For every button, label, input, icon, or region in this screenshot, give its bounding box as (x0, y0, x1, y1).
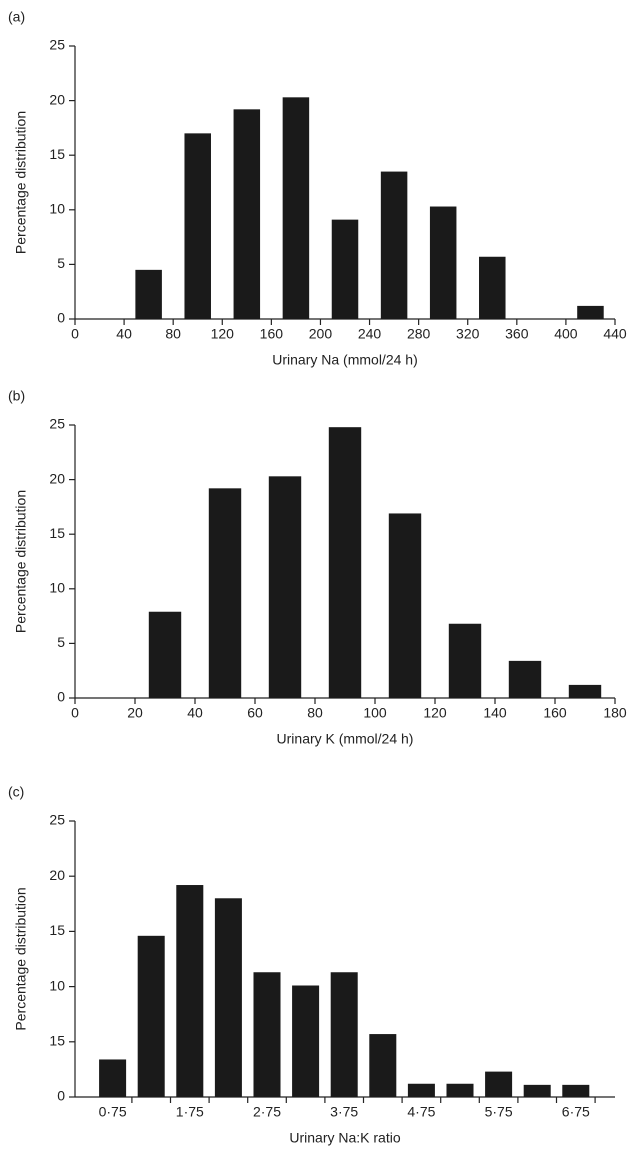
bar (380, 171, 408, 319)
x-axis-label: Urinary Na:K ratio (289, 1130, 400, 1146)
x-tick-label: 400 (554, 326, 578, 342)
panel-label: (a) (8, 9, 25, 25)
x-tick-label: 200 (309, 326, 333, 342)
bar (233, 109, 261, 319)
y-tick-label: 20 (49, 470, 65, 486)
y-tick-label: 10 (49, 201, 65, 217)
bar (479, 256, 506, 319)
y-tick-label: 0 (57, 1088, 65, 1104)
bar (429, 206, 457, 319)
y-tick-label: 20 (49, 91, 65, 107)
y-tick-label: 25 (49, 37, 65, 53)
bar (331, 219, 359, 319)
x-tick-label: 40 (187, 705, 203, 721)
bar (176, 885, 204, 1097)
bar (148, 611, 182, 698)
x-tick-label: 240 (358, 326, 382, 342)
x-tick-label: 360 (505, 326, 529, 342)
y-tick-label: 15 (49, 1033, 65, 1049)
x-tick-label: 280 (407, 326, 431, 342)
x-tick-label: 120 (211, 326, 235, 342)
x-tick-label: 5·75 (485, 1104, 513, 1120)
y-tick-label: 0 (57, 310, 65, 326)
x-axis-label: Urinary K (mmol/24 h) (277, 731, 414, 747)
x-tick-label: 80 (165, 326, 181, 342)
y-axis-label: Percentage distribution (13, 490, 29, 633)
panel-label: (c) (8, 784, 24, 800)
x-tick-label: 1·75 (176, 1104, 204, 1120)
bar (137, 935, 165, 1097)
x-tick-label: 180 (603, 705, 627, 721)
bar (369, 1034, 397, 1097)
x-tick-label: 160 (543, 705, 567, 721)
y-tick-label: 15 (49, 525, 65, 541)
x-tick-label: 3·75 (330, 1104, 358, 1120)
bar (99, 1059, 127, 1097)
y-tick-label: 10 (49, 977, 65, 993)
x-axis-label: Urinary Na (mmol/24 h) (272, 352, 417, 368)
bar (448, 623, 482, 698)
x-tick-label: 160 (260, 326, 284, 342)
bar (253, 972, 281, 1097)
bar (268, 476, 302, 698)
bar (330, 972, 358, 1097)
x-tick-label: 20 (127, 705, 143, 721)
bar (292, 985, 320, 1097)
x-tick-label: 0 (71, 326, 79, 342)
bar (184, 133, 211, 319)
bar (568, 684, 602, 698)
y-tick-label: 0 (57, 689, 65, 705)
bar (446, 1083, 474, 1097)
y-tick-label: 5 (57, 255, 65, 271)
bar (485, 1071, 513, 1097)
x-tick-label: 320 (456, 326, 480, 342)
x-tick-label: 120 (423, 705, 447, 721)
x-tick-label: 60 (247, 705, 263, 721)
x-tick-label: 40 (116, 326, 132, 342)
x-tick-label: 6·75 (562, 1104, 590, 1120)
y-tick-label: 10 (49, 580, 65, 596)
y-tick-label: 15 (49, 922, 65, 938)
bar (407, 1083, 435, 1097)
bar (508, 660, 542, 698)
x-tick-label: 0 (71, 705, 79, 721)
x-tick-label: 0·75 (99, 1104, 127, 1120)
bar (562, 1084, 590, 1097)
bar (214, 898, 242, 1097)
y-tick-label: 25 (49, 812, 65, 828)
x-tick-label: 2·75 (253, 1104, 281, 1120)
bar (388, 513, 422, 698)
x-tick-label: 440 (603, 326, 627, 342)
x-tick-label: 100 (363, 705, 387, 721)
bar (523, 1084, 551, 1097)
y-axis-label: Percentage distribution (13, 887, 29, 1030)
bar (282, 97, 310, 319)
x-tick-label: 80 (307, 705, 323, 721)
x-tick-label: 140 (483, 705, 507, 721)
bar (135, 269, 162, 319)
y-axis-label: Percentage distribution (13, 111, 29, 254)
bar (208, 488, 242, 698)
y-tick-label: 25 (49, 416, 65, 432)
y-tick-label: 5 (57, 634, 65, 650)
bar (577, 305, 604, 319)
bar (328, 427, 362, 698)
y-tick-label: 20 (49, 867, 65, 883)
panel-label: (b) (8, 388, 25, 404)
y-tick-label: 15 (49, 146, 65, 162)
x-tick-label: 4·75 (407, 1104, 435, 1120)
